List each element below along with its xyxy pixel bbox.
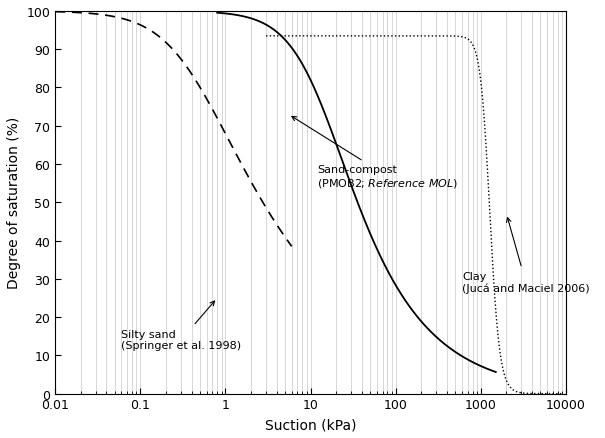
X-axis label: Suction (kPa): Suction (kPa) <box>265 417 356 431</box>
Text: Clay
(Jucá and Maciel 2006): Clay (Jucá and Maciel 2006) <box>462 218 589 294</box>
Text: Silty sand
(Springer et al. 1998): Silty sand (Springer et al. 1998) <box>122 301 241 350</box>
Y-axis label: Degree of saturation (%): Degree of saturation (%) <box>7 117 21 289</box>
Text: Sand-compost
(PMOB2; $\mathit{Reference\ MOL}$): Sand-compost (PMOB2; $\mathit{Reference\… <box>292 117 459 190</box>
